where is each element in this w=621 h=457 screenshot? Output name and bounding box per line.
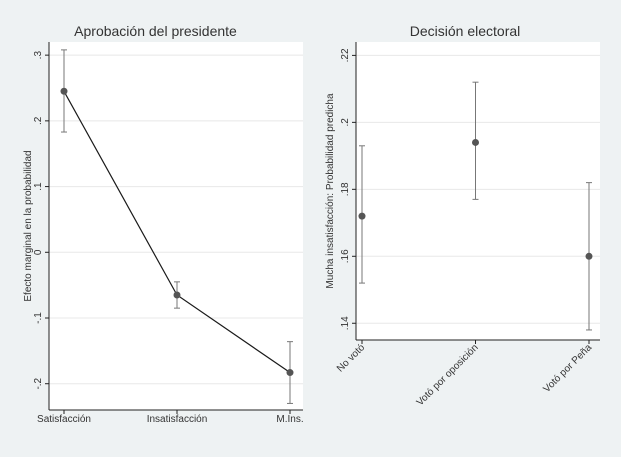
y-tick-label: .22	[340, 48, 351, 62]
data-point	[472, 138, 479, 146]
panel-presidential-approval: Aprobación del presidente .3 .2 .1 0 -.1 -.2 Ef…	[8, 14, 304, 425]
data-point	[585, 252, 593, 260]
data-point	[358, 212, 366, 220]
y-tick-label: .18	[340, 182, 351, 196]
x-tick-label: Insatisfacción	[147, 414, 208, 425]
data-point	[60, 87, 68, 95]
y-tick-label: .2	[33, 116, 44, 125]
y-tick-label: .2	[340, 118, 351, 127]
plot-area	[356, 42, 600, 340]
chart-title: Aprobación del presidente	[74, 23, 237, 39]
y-axis-label: Efecto marginal en la probabilidad	[23, 150, 34, 301]
y-tick-label: .3	[33, 51, 44, 60]
y-tick-label: .16	[340, 249, 351, 263]
x-tick-label: Satisfacción	[37, 414, 91, 425]
data-point	[173, 291, 181, 299]
x-tick-label: M.Ins.	[276, 414, 303, 425]
y-tick-label: -.1	[33, 312, 44, 324]
chart-title: Decisión electoral	[410, 23, 521, 39]
data-point	[286, 369, 294, 377]
y-axis-label: Mucha insatisfacción: Probabilidad predi…	[325, 93, 336, 289]
y-tick-label: .1	[33, 182, 44, 191]
y-tick-label: 0	[33, 249, 44, 255]
plot-area	[49, 42, 303, 410]
panel-electoral-decision: Decisión electoral .22 .2 .18 .16 .14 Mucha in…	[316, 14, 614, 420]
y-tick-label: -.2	[33, 377, 44, 389]
y-tick-label: .14	[340, 316, 351, 330]
